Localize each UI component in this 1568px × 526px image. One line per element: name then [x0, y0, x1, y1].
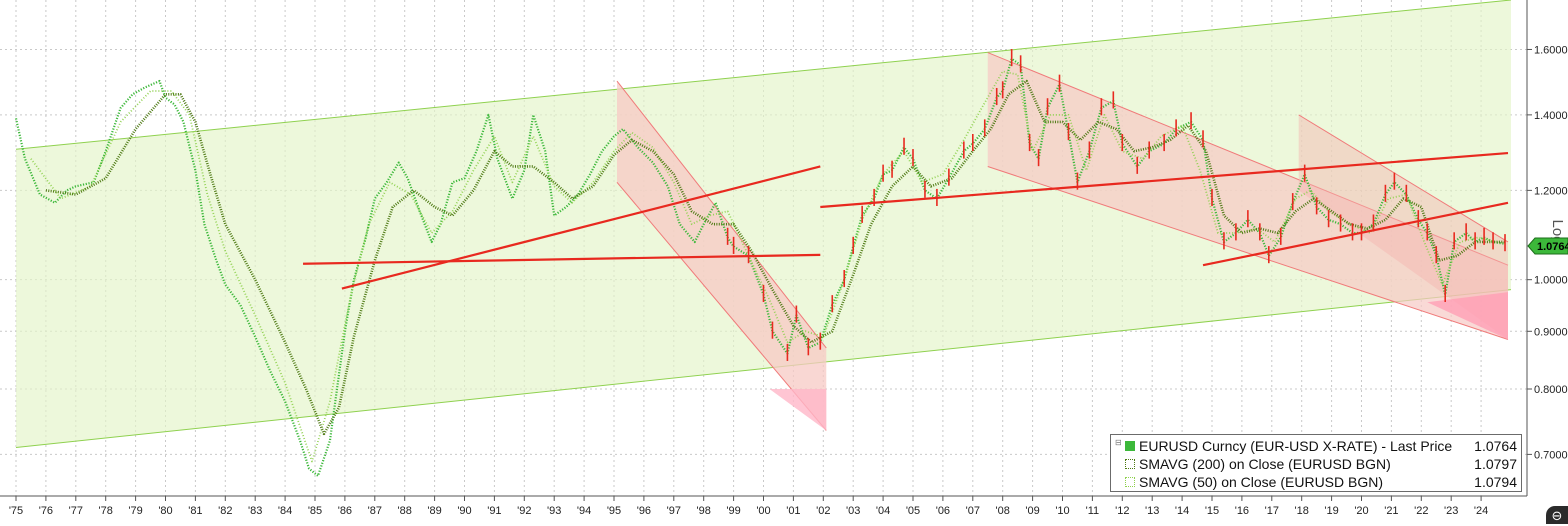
- series-line-0: [14, 57, 1506, 477]
- x-tick-label: '96: [637, 505, 651, 517]
- x-tick-label: '99: [726, 505, 740, 517]
- down-channel-3-tail: [1427, 292, 1508, 340]
- y-tick-label: 1.6000: [1534, 44, 1568, 56]
- x-tick-label: '16: [1235, 505, 1249, 517]
- legend-row-smavg-200: SMAVG (200) on Close (EURUSD BGN) 1.0797: [1111, 455, 1521, 473]
- x-tick-label: '90: [457, 505, 471, 517]
- long-term-channel-fill: [16, 0, 1511, 448]
- x-tick-label: '19: [1324, 505, 1338, 517]
- legend-label-smavg-200: SMAVG (200) on Close (EURUSD BGN): [1139, 456, 1391, 472]
- last-price-label: 1.0764: [1537, 241, 1568, 253]
- x-tick-label: '80: [158, 505, 172, 517]
- x-tick-label: '01: [786, 505, 800, 517]
- x-tick-label: '22: [1414, 505, 1428, 517]
- x-axis: '75 '76 '77 '78 '79 '80 '81 '82 '83 '84 '85 '86 '87 '…: [9, 496, 1488, 517]
- x-tick-label: '94: [577, 505, 591, 517]
- x-tick-label: '92: [517, 505, 531, 517]
- x-tick-label: '09: [1025, 505, 1039, 517]
- last-price-marker: 1.0764: [1527, 237, 1568, 255]
- x-tick-label: '06: [936, 505, 950, 517]
- legend-collapse-icon[interactable]: ⊟: [1115, 438, 1122, 447]
- x-tick-label: '18: [1295, 505, 1309, 517]
- x-tick-label: '14: [1175, 505, 1189, 517]
- x-tick-label: '08: [996, 505, 1010, 517]
- x-tick-label: '13: [1145, 505, 1159, 517]
- x-tick-label: '98: [697, 505, 711, 517]
- x-tick-label: '24: [1474, 505, 1488, 517]
- x-tick-label: '15: [1205, 505, 1219, 517]
- legend: ⊟ EURUSD Curncy (EUR-USD X-RATE) - Last …: [1110, 434, 1522, 492]
- down-channel-2-lower: [987, 166, 1509, 341]
- x-tick-label: '85: [308, 505, 322, 517]
- down-channel-3-upper: [1298, 114, 1509, 243]
- price-series: [14, 49, 1506, 477]
- legend-row-smavg-50: SMAVG (50) on Close (EURUSD BGN) 1.0794: [1111, 473, 1521, 491]
- x-tick-label: '97: [667, 505, 681, 517]
- x-tick-label: '77: [69, 505, 83, 517]
- x-tick-label: '05: [906, 505, 920, 517]
- legend-swatch-smavg-200: [1125, 459, 1135, 469]
- x-tick-label: '78: [99, 505, 113, 517]
- x-tick-label: '12: [1115, 505, 1129, 517]
- legend-label-last-price: EURUSD Curncy (EUR-USD X-RATE) - Last Pr…: [1139, 438, 1453, 454]
- x-tick-label: '83: [248, 505, 262, 517]
- y-tick-label: 0.9000: [1534, 326, 1568, 338]
- trend-lines: [303, 151, 1509, 290]
- down-channel-1-upper: [616, 80, 827, 349]
- x-tick-label: '23: [1444, 505, 1458, 517]
- down-channel-2-fill: [987, 52, 1508, 340]
- x-tick-label: '17: [1265, 505, 1279, 517]
- legend-value-last-price: 1.0764: [1474, 438, 1517, 454]
- x-tick-label: '04: [876, 505, 890, 517]
- series-line-1: [45, 79, 1506, 436]
- x-tick-label: '86: [338, 505, 352, 517]
- down-channel-2-upper: [987, 52, 1509, 266]
- y-tick-label: 0.7000: [1534, 449, 1568, 461]
- trendline-rising-1985: [341, 165, 821, 290]
- x-tick-label: '81: [188, 505, 202, 517]
- channel-lower-line: [15, 289, 1512, 448]
- x-tick-label: '75: [9, 505, 23, 517]
- legend-swatch-smavg-50: [1125, 477, 1135, 487]
- x-tick-label: '03: [846, 505, 860, 517]
- x-tick-label: '00: [756, 505, 770, 517]
- down-channel-1-tail: [769, 388, 827, 431]
- trendline-flat-1985: [303, 253, 821, 265]
- legend-label-smavg-50: SMAVG (50) on Close (EURUSD BGN): [1139, 474, 1384, 490]
- y-tick-label: 1.2000: [1534, 185, 1568, 197]
- legend-swatch-last-price: [1125, 441, 1135, 451]
- x-tick-label: '82: [218, 505, 232, 517]
- x-tick-label: '79: [128, 505, 142, 517]
- x-tick-label: '07: [966, 505, 980, 517]
- x-tick-label: '11: [1086, 505, 1100, 517]
- y-axis: 0.7000 0.8000 0.9000 1.0000 1.2000 1.4000 1.60…: [1527, 44, 1568, 461]
- x-tick-label: '02: [816, 505, 830, 517]
- series-line-2: [30, 70, 1497, 463]
- trendline-rising-2015: [1202, 201, 1509, 267]
- y-tick-label: 1.0000: [1534, 275, 1568, 287]
- y-tick-label: 1.4000: [1534, 110, 1568, 122]
- y-tick-label: 0.8000: [1534, 384, 1568, 396]
- down-channel-3-fill: [1298, 114, 1508, 340]
- x-tick-label: '89: [427, 505, 441, 517]
- x-tick-label: '93: [547, 505, 561, 517]
- x-tick-label: '88: [398, 505, 412, 517]
- channel-upper-line: [15, 0, 1512, 150]
- x-tick-label: '95: [607, 505, 621, 517]
- chart-menu-button[interactable]: ⊖: [1546, 506, 1568, 524]
- x-tick-label: '91: [487, 505, 501, 517]
- legend-value-smavg-200: 1.0797: [1474, 456, 1517, 472]
- trendline-rising-2002: [820, 151, 1509, 209]
- x-tick-label: '87: [368, 505, 382, 517]
- x-tick-label: '20: [1354, 505, 1368, 517]
- x-tick-label: '76: [39, 505, 53, 517]
- x-tick-label: '10: [1055, 505, 1069, 517]
- x-tick-label: '21: [1384, 505, 1398, 517]
- legend-value-smavg-50: 1.0794: [1474, 474, 1517, 490]
- x-tick-label: '84: [278, 505, 292, 517]
- legend-row-last-price: EURUSD Curncy (EUR-USD X-RATE) - Last Pr…: [1111, 437, 1521, 455]
